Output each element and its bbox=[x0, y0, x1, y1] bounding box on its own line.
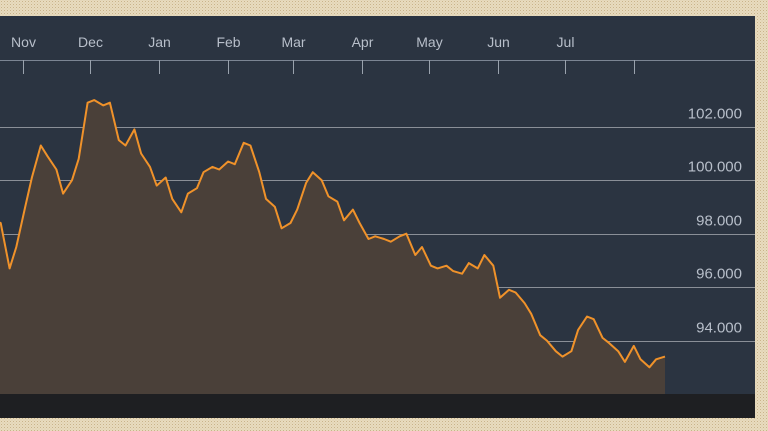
x-tick-label: Jul bbox=[557, 34, 575, 50]
x-tick-label: Dec bbox=[78, 34, 103, 50]
x-tick-label: Apr bbox=[352, 34, 374, 50]
y-tick-label: 94.000 bbox=[696, 320, 742, 337]
y-tick-label: 96.000 bbox=[696, 266, 742, 283]
x-tick-label: Feb bbox=[216, 34, 240, 50]
x-tick-label: Jan bbox=[148, 34, 171, 50]
price-series-line bbox=[0, 99, 666, 369]
x-axis-ticks bbox=[23, 60, 635, 74]
chart-svg: Nov Dec Jan Feb Mar Apr May Jun Jul 94.000 96.000… bbox=[0, 34, 755, 418]
y-tick-label: 100.000 bbox=[688, 159, 742, 176]
x-axis-labels: Nov Dec Jan Feb Mar Apr May Jun Jul bbox=[11, 34, 574, 50]
x-tick-label: Jun bbox=[487, 34, 510, 50]
x-tick-label: Nov bbox=[11, 34, 36, 50]
chart-bottom-band bbox=[0, 394, 755, 418]
price-area-fill bbox=[0, 100, 665, 394]
price-chart: Nov Dec Jan Feb Mar Apr May Jun Jul 94.000 96.000… bbox=[0, 16, 755, 418]
y-axis-labels: 94.000 96.000 98.000 100.000 102.000 bbox=[688, 106, 742, 337]
x-tick-label: May bbox=[416, 34, 442, 50]
x-tick-label: Mar bbox=[281, 34, 305, 50]
y-tick-label: 102.000 bbox=[688, 106, 742, 123]
y-tick-label: 98.000 bbox=[696, 213, 742, 230]
